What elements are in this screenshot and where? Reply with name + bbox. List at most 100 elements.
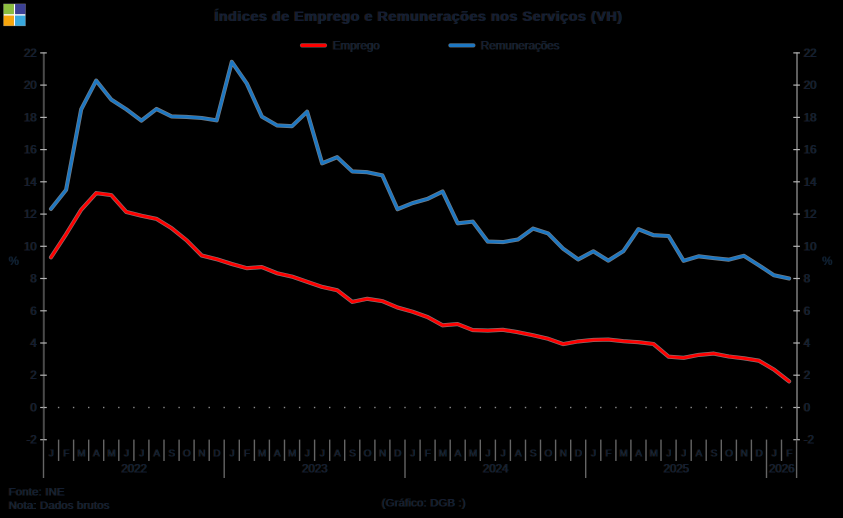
svg-text:M: M <box>649 449 657 460</box>
svg-text:2022: 2022 <box>120 464 146 476</box>
svg-text:J: J <box>486 449 491 460</box>
svg-text:J: J <box>409 449 414 460</box>
svg-text:2: 2 <box>803 370 809 382</box>
svg-text:M: M <box>438 449 446 460</box>
svg-text:A: A <box>334 449 341 460</box>
svg-text:8: 8 <box>803 274 809 286</box>
svg-text:F: F <box>424 449 430 460</box>
svg-text:M: M <box>258 449 266 460</box>
svg-text:F: F <box>244 449 250 460</box>
svg-text:O: O <box>363 449 371 460</box>
svg-text:M: M <box>76 449 84 460</box>
svg-text:J: J <box>319 449 324 460</box>
svg-text:Fonte: INE: Fonte: INE <box>9 487 65 499</box>
svg-text:6: 6 <box>31 306 37 318</box>
svg-text:D: D <box>756 449 763 460</box>
svg-text:2026: 2026 <box>768 464 794 476</box>
svg-text:J: J <box>410 449 415 460</box>
svg-text:J: J <box>682 449 687 460</box>
svg-text:2: 2 <box>804 370 810 382</box>
svg-text:F: F <box>785 449 791 460</box>
svg-text:J: J <box>304 449 309 460</box>
svg-text:16: 16 <box>24 145 37 157</box>
svg-text:A: A <box>635 449 642 460</box>
svg-text:M: M <box>468 449 476 460</box>
svg-text:22: 22 <box>804 48 817 60</box>
svg-text:D: D <box>212 449 219 460</box>
svg-text:12: 12 <box>804 209 817 221</box>
svg-text:D: D <box>214 449 221 460</box>
svg-text:2: 2 <box>31 370 37 382</box>
svg-text:22: 22 <box>804 48 817 60</box>
svg-text:M: M <box>288 449 296 460</box>
svg-text:J: J <box>772 449 777 460</box>
svg-text:A: A <box>153 449 160 460</box>
svg-text:N: N <box>199 449 206 460</box>
svg-text:F: F <box>605 449 611 460</box>
svg-text:18: 18 <box>803 112 816 124</box>
svg-text:18: 18 <box>23 112 36 124</box>
svg-text:Emprego: Emprego <box>333 40 380 53</box>
svg-text:S: S <box>529 449 536 460</box>
svg-text:D: D <box>755 449 762 460</box>
svg-text:14: 14 <box>804 177 817 189</box>
svg-text:18: 18 <box>804 112 817 124</box>
svg-text:A: A <box>455 449 462 460</box>
svg-text:J: J <box>320 449 325 460</box>
svg-text:A: A <box>695 449 702 460</box>
svg-text:M: M <box>257 449 265 460</box>
svg-text:0: 0 <box>804 403 810 415</box>
svg-text:8: 8 <box>804 274 810 286</box>
svg-text:0: 0 <box>29 403 35 415</box>
svg-text:J: J <box>140 449 145 460</box>
svg-text:0: 0 <box>31 403 37 415</box>
svg-text:S: S <box>710 449 717 460</box>
svg-text:N: N <box>378 449 385 460</box>
svg-text:12: 12 <box>23 209 36 221</box>
svg-text:16: 16 <box>804 145 817 157</box>
svg-text:4: 4 <box>29 338 36 350</box>
svg-text:S: S <box>711 449 718 460</box>
svg-text:-2: -2 <box>26 435 36 447</box>
svg-text:N: N <box>740 449 747 460</box>
svg-text:Nota: Dados brutos: Nota: Dados brutos <box>8 500 109 512</box>
svg-text:16: 16 <box>23 145 36 157</box>
svg-text:2023: 2023 <box>303 464 329 476</box>
svg-text:14: 14 <box>24 177 37 189</box>
svg-text:J: J <box>49 449 54 460</box>
svg-text:N: N <box>197 449 204 460</box>
svg-text:N: N <box>559 449 566 460</box>
svg-text:M: M <box>287 449 295 460</box>
svg-text:J: J <box>485 449 490 460</box>
svg-text:2023: 2023 <box>302 464 328 476</box>
svg-text:%: % <box>822 256 832 268</box>
svg-text:J: J <box>500 449 505 460</box>
svg-text:S: S <box>348 449 355 460</box>
svg-text:A: A <box>273 449 280 460</box>
svg-text:O: O <box>183 449 191 460</box>
svg-text:J: J <box>138 449 143 460</box>
svg-text:6: 6 <box>29 306 35 318</box>
svg-text:22: 22 <box>24 48 37 60</box>
svg-text:0: 0 <box>804 403 810 415</box>
svg-text:16: 16 <box>804 145 817 157</box>
svg-text:2026: 2026 <box>769 464 795 476</box>
svg-text:F: F <box>62 449 68 460</box>
svg-text:16: 16 <box>24 145 37 157</box>
svg-text:M: M <box>619 449 627 460</box>
svg-text:2024: 2024 <box>482 464 508 476</box>
svg-text:J: J <box>229 449 234 460</box>
svg-text:J: J <box>590 449 595 460</box>
svg-text:N: N <box>379 449 386 460</box>
svg-text:12: 12 <box>24 209 37 221</box>
svg-text:-2: -2 <box>803 435 813 447</box>
svg-text:2023: 2023 <box>301 464 327 476</box>
svg-text:F: F <box>605 449 611 460</box>
svg-text:4: 4 <box>30 338 37 350</box>
svg-text:F: F <box>425 449 431 460</box>
svg-text:-2: -2 <box>26 435 36 447</box>
svg-text:O: O <box>544 449 552 460</box>
svg-text:M: M <box>107 449 115 460</box>
svg-text:-2: -2 <box>804 435 814 447</box>
svg-text:A: A <box>333 449 340 460</box>
